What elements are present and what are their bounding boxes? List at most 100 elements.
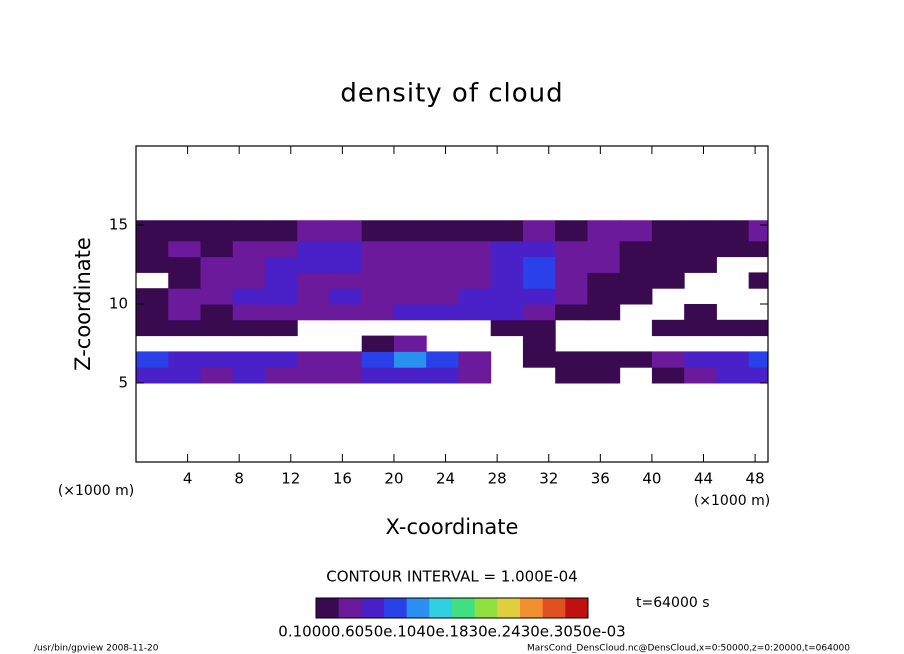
density-cell [232, 304, 266, 321]
density-cell [200, 304, 234, 321]
density-cell [232, 288, 266, 305]
chart-title: density of cloud [340, 79, 563, 109]
density-cell [651, 351, 685, 368]
density-cell [329, 288, 363, 305]
density-cell [619, 256, 653, 273]
density-cell [684, 319, 717, 337]
density-cell [555, 272, 588, 289]
density-cell [458, 304, 492, 321]
x-tick-label: 40 [642, 470, 661, 488]
density-cell [555, 367, 588, 384]
density-cell [136, 367, 169, 384]
density-cell [168, 367, 201, 384]
density-cell [393, 335, 427, 352]
density-cell [393, 256, 427, 273]
density-cell [490, 319, 524, 337]
density-cell [329, 367, 363, 384]
density-cell [329, 240, 363, 258]
x-tick-label: 12 [281, 470, 300, 488]
density-cell [716, 367, 750, 384]
x-tick-label: 16 [333, 470, 352, 488]
density-cell [232, 351, 266, 368]
density-cell [555, 256, 588, 273]
density-cell [361, 240, 395, 258]
colorbar-swatch [406, 598, 430, 618]
density-cell [555, 304, 588, 321]
density-cell [232, 220, 266, 242]
density-cell [684, 351, 717, 368]
density-cell [297, 272, 330, 289]
density-cell [136, 288, 169, 305]
density-cell [458, 288, 492, 305]
density-cell [651, 256, 685, 273]
density-cell [136, 319, 169, 337]
y-tick-label: 10 [109, 295, 128, 313]
density-cell [426, 304, 459, 321]
colorbar-swatch [338, 598, 362, 618]
density-cell [393, 288, 427, 305]
density-cell [264, 272, 298, 289]
footer-right: MarsCond_DensCloud.nc@DensCloud,x=0:5000… [527, 644, 850, 654]
x-tick-label: 44 [694, 470, 713, 488]
density-cell [587, 272, 621, 289]
density-cell [136, 304, 169, 321]
density-cell [200, 367, 234, 384]
density-cell [555, 220, 588, 242]
density-cell [490, 272, 524, 289]
density-cell [297, 367, 330, 384]
density-cell [684, 367, 717, 384]
density-cell [297, 256, 330, 273]
x-tick-label: 24 [436, 470, 455, 488]
density-cell [136, 351, 169, 368]
density-cell [619, 288, 653, 305]
density-cell [200, 240, 234, 258]
density-cell [168, 319, 201, 337]
density-cell [297, 240, 330, 258]
density-cell [264, 220, 298, 242]
density-cell [587, 220, 621, 242]
density-cell [264, 351, 298, 368]
density-cell [168, 240, 201, 258]
density-cell [168, 351, 201, 368]
density-cell [619, 272, 653, 289]
colorbar-swatch [429, 598, 453, 618]
density-cell [684, 220, 717, 242]
density-cell [426, 272, 459, 289]
density-cell [168, 256, 201, 273]
density-cell [329, 272, 363, 289]
density-cell [522, 272, 556, 289]
density-cell [522, 351, 556, 368]
x-tick-label: 4 [183, 470, 193, 488]
y-axis-label: Z-coordinate [71, 237, 95, 371]
density-cell [587, 304, 621, 321]
density-cell [619, 351, 653, 368]
density-cell [490, 220, 524, 242]
density-cell [393, 367, 427, 384]
density-cell [651, 367, 685, 384]
density-cell [361, 367, 395, 384]
density-cell [716, 240, 750, 258]
density-cell [748, 220, 769, 242]
density-cell [329, 220, 363, 242]
density-cell [136, 220, 169, 242]
density-cell [716, 351, 750, 368]
x-axis-label: X-coordinate [386, 515, 519, 539]
density-cell [393, 304, 427, 321]
density-cell [200, 272, 234, 289]
density-cell [232, 367, 266, 384]
density-cell [168, 288, 201, 305]
colorbar-frame [315, 597, 589, 619]
x-tick-label: 32 [539, 470, 558, 488]
colorbar-label: 0.10000.6050e.1040e.1830e.2430e.3050e-03 [278, 623, 625, 641]
density-cell [458, 220, 492, 242]
x-tick-label: 8 [234, 470, 244, 488]
colorbar-swatch [452, 598, 476, 618]
x-unit-label: (×1000 m) [58, 483, 134, 499]
density-cell [232, 272, 266, 289]
density-cell [264, 256, 298, 273]
density-cell [361, 335, 395, 352]
density-cell [426, 256, 459, 273]
density-cell [619, 240, 653, 258]
density-cell [651, 319, 685, 337]
